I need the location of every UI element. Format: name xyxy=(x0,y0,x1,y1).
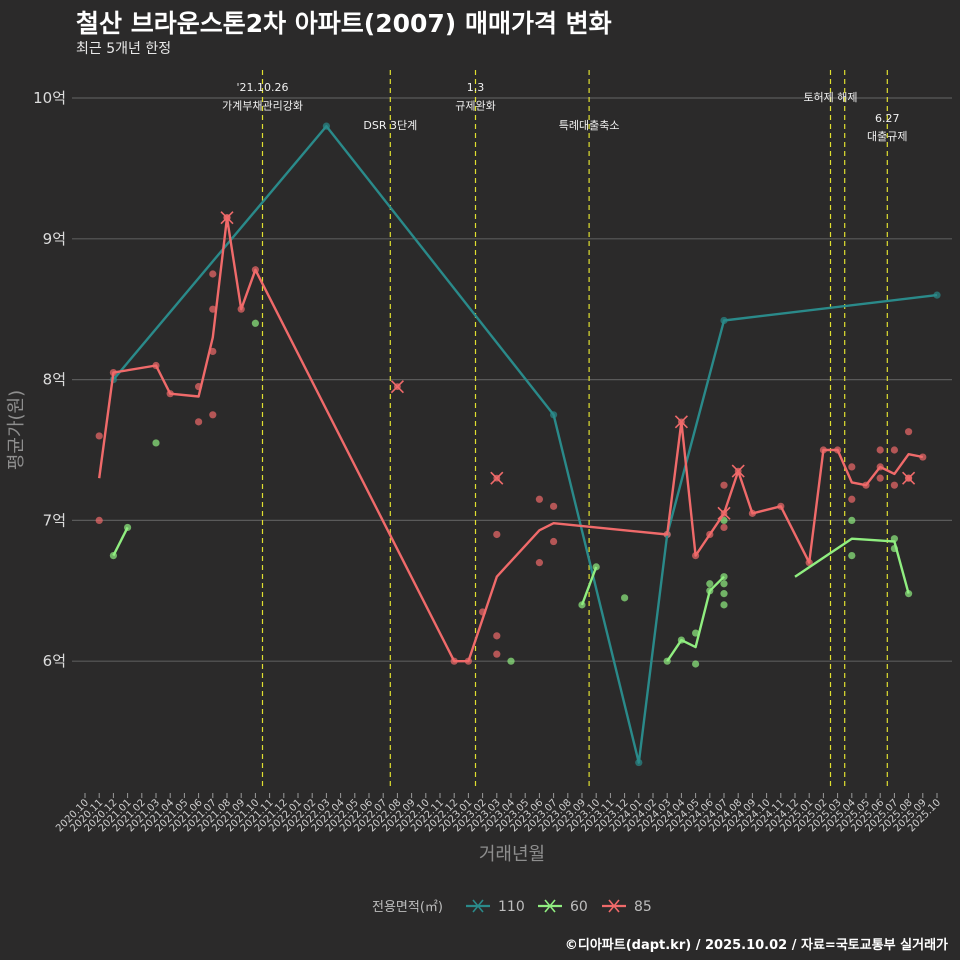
chart-title: 철산 브라운스톤2차 아파트(2007) 매매가격 변화 xyxy=(76,9,612,38)
series-line-85 xyxy=(98,216,924,663)
legend-swatch-cross xyxy=(544,899,556,913)
cross-point xyxy=(720,509,728,517)
legend-label-110: 110 xyxy=(498,899,525,915)
series-line-60 xyxy=(580,566,598,606)
cross-marker-85 xyxy=(731,464,745,478)
y-tick-label: 6억 xyxy=(43,652,66,670)
data-point-85 xyxy=(890,481,899,489)
policy-annotation: 6.27 xyxy=(875,112,900,125)
y-axis-title: 평균가(원) xyxy=(6,390,27,470)
data-point-85 xyxy=(535,495,544,503)
data-point-85 xyxy=(848,463,856,471)
cross-marker-85 xyxy=(390,380,404,394)
policy-annotation: 규제완화 xyxy=(455,99,495,112)
y-axis-labels: 6억 7억 8억 9억 10억 xyxy=(33,89,66,670)
cross-marker-85 xyxy=(902,471,916,485)
data-point-60 xyxy=(251,319,259,327)
data-point-85 xyxy=(720,523,728,532)
policy-annotation: 대출규제 xyxy=(867,130,907,143)
cross-point xyxy=(905,474,912,482)
policy-annotation: DSR 3단계 xyxy=(363,119,417,132)
data-point-60 xyxy=(152,439,160,447)
data-point-60 xyxy=(848,516,856,525)
data-point-85 xyxy=(905,428,913,436)
data-point-60 xyxy=(720,580,728,588)
data-point-85 xyxy=(720,481,728,489)
series-110 xyxy=(109,122,941,767)
chart-subtitle: 최근 5개년 한정 xyxy=(76,41,172,57)
policy-annotation: '21.10.26 xyxy=(236,81,288,94)
data-point-85 xyxy=(493,632,501,640)
cross-point xyxy=(223,214,231,222)
policy-annotation: 가계부채관리강화 xyxy=(222,99,303,112)
cross-marker-85 xyxy=(220,211,234,225)
data-point-85 xyxy=(209,411,217,419)
series-lines-110 xyxy=(112,125,938,764)
data-point-60 xyxy=(706,580,714,588)
y-tick-label: 9억 xyxy=(43,230,66,248)
cross-point xyxy=(394,383,401,391)
legend-item-60: 60 xyxy=(538,899,588,915)
legend-swatch-cross xyxy=(608,899,620,913)
series-layer xyxy=(95,122,941,767)
data-point-85 xyxy=(876,446,884,454)
legend-title: 전용면적(㎡) xyxy=(372,900,443,915)
data-point-85 xyxy=(919,453,927,461)
data-point-85 xyxy=(209,305,217,313)
data-point-60 xyxy=(692,660,700,668)
data-point-60 xyxy=(692,629,700,637)
series-line-60 xyxy=(112,526,129,557)
data-point-60 xyxy=(848,552,856,560)
cross-point xyxy=(493,474,501,482)
data-point-85 xyxy=(848,495,856,503)
grid-lines xyxy=(72,97,952,662)
data-point-85 xyxy=(550,537,558,546)
data-point-85 xyxy=(95,432,103,440)
y-tick-label: 7억 xyxy=(43,511,66,529)
legend-item-110: 110 xyxy=(466,899,525,915)
data-point-60 xyxy=(621,594,629,602)
series-lines-60 xyxy=(112,526,910,662)
x-axis-title: 거래년월 xyxy=(479,844,545,865)
data-point-85 xyxy=(876,474,884,482)
legend-item-85: 85 xyxy=(602,899,652,915)
cross-marker-85 xyxy=(490,471,504,485)
data-point-85 xyxy=(493,650,501,658)
data-point-60 xyxy=(720,516,728,525)
data-point-85 xyxy=(95,516,103,525)
legend-label-60: 60 xyxy=(570,899,588,915)
data-point-60 xyxy=(507,657,515,665)
cross-marker-85 xyxy=(717,506,731,520)
source-caption: ©디아파트(dapt.kr) / 2025.10.02 / 자료=국토교통부 실… xyxy=(564,938,948,953)
data-point-85 xyxy=(550,502,558,510)
policy-annotation: 토허제 해제 xyxy=(803,90,857,104)
series-line-110 xyxy=(112,125,938,764)
x-axis-labels: 2020.102020.112020.122021.012021.022021.… xyxy=(54,793,943,834)
legend-swatch-cross xyxy=(472,899,484,913)
data-point-85 xyxy=(890,446,899,454)
y-tick-label: 8억 xyxy=(43,371,66,389)
data-point-60 xyxy=(720,590,728,598)
y-tick-label: 10억 xyxy=(33,89,66,107)
data-point-60 xyxy=(720,601,728,609)
legend-label-85: 85 xyxy=(634,899,652,915)
legend: 전용면적(㎡) 110 60 85 xyxy=(372,899,652,915)
data-point-85 xyxy=(195,418,203,426)
data-point-85 xyxy=(209,270,217,278)
series-line-60 xyxy=(794,537,910,594)
data-point-60 xyxy=(905,590,913,598)
cross-marker-85 xyxy=(674,415,688,429)
data-point-85 xyxy=(535,559,544,567)
cross-point xyxy=(678,418,685,426)
policy-annotation: 1.3 xyxy=(467,81,485,94)
data-point-85 xyxy=(493,530,501,539)
policy-annotation: 특례대출축소 xyxy=(559,119,620,132)
series-line-60 xyxy=(666,575,725,662)
series-lines-85 xyxy=(98,211,924,663)
cross-point xyxy=(734,467,742,475)
series-60 xyxy=(109,319,913,668)
